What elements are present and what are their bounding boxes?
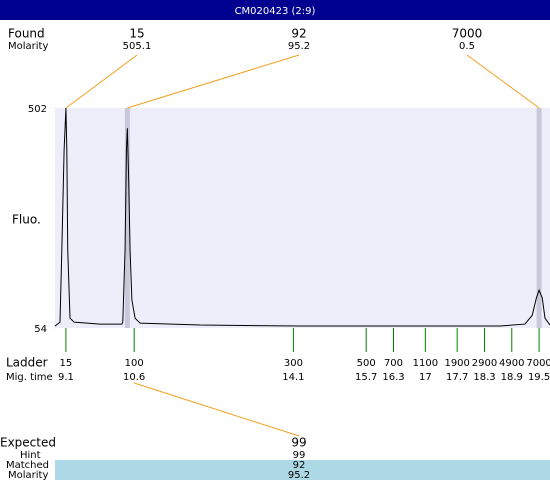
ladder-size: 300 — [284, 358, 303, 369]
found-molarity: 95.2 — [288, 41, 310, 52]
matched-row — [55, 460, 550, 480]
expected-molarity: 95.2 — [288, 470, 310, 480]
expected-connector — [134, 382, 300, 437]
peak-highlight — [124, 108, 130, 328]
found-connector — [127, 54, 300, 109]
ladder-time: 15.7 — [355, 372, 377, 383]
ladder-time: 17 — [419, 372, 432, 383]
expected-molarity-label: Molarity — [8, 470, 48, 480]
found-size: 15 — [129, 27, 144, 41]
ladder-size: 1900 — [444, 358, 469, 369]
expected-value: 99 — [291, 436, 306, 450]
found-connector — [65, 54, 138, 109]
plot-area — [55, 108, 550, 328]
ladder-size: 1100 — [413, 358, 438, 369]
chart-title: CM020423 (2:9) — [235, 6, 316, 17]
y-tick-label: 502 — [28, 104, 47, 115]
found-size: 92 — [291, 27, 306, 41]
trace — [54, 107, 550, 327]
ladder-time: 18.9 — [501, 372, 523, 383]
ladder-size: 500 — [357, 358, 376, 369]
ladder-time: 17.7 — [446, 372, 468, 383]
ladder-size: 7000 — [526, 358, 550, 369]
ladder-time: 9.1 — [58, 372, 74, 383]
ladder-time: 16.3 — [382, 372, 404, 383]
found-label: Found — [8, 27, 45, 41]
ladder-time: 10.6 — [123, 372, 145, 383]
expected-label: Expected — [0, 436, 56, 450]
ladder-time: 18.3 — [473, 372, 495, 383]
found-molarity: 0.5 — [459, 41, 475, 52]
hint-value: 99 — [293, 450, 306, 461]
title-bar — [0, 0, 550, 20]
ladder-size: 4900 — [499, 358, 524, 369]
ladder-time: 19.5 — [528, 372, 550, 383]
matched-value: 92 — [293, 460, 306, 471]
found-molarity-label: Molarity — [8, 41, 48, 52]
ladder-size: 100 — [125, 358, 144, 369]
ladder-label: Ladder — [6, 356, 48, 370]
ladder-size: 15 — [60, 358, 73, 369]
found-size: 7000 — [452, 27, 483, 41]
ladder-size: 2900 — [472, 358, 497, 369]
ladder-size: 700 — [384, 358, 403, 369]
found-connector — [466, 54, 540, 109]
ladder-time-label: Mig. time — [6, 372, 53, 383]
y-tick-label: 54 — [34, 324, 47, 335]
found-molarity: 505.1 — [123, 41, 152, 52]
hint-label: Hint — [20, 450, 41, 461]
matched-label: Matched — [6, 460, 49, 471]
ladder-time: 14.1 — [282, 372, 304, 383]
peak-highlight — [536, 108, 542, 328]
y-axis-label: Fluo. — [12, 213, 41, 227]
